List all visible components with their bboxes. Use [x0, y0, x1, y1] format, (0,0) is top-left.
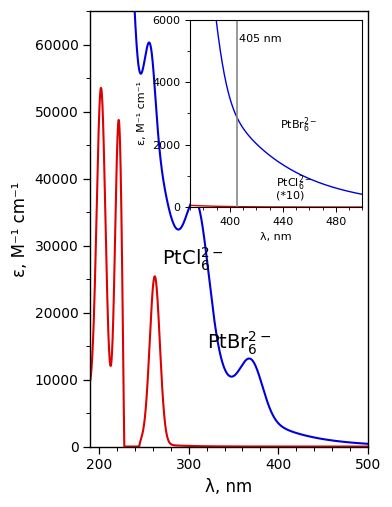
Y-axis label: ε, M⁻¹ cm⁻¹: ε, M⁻¹ cm⁻¹	[11, 181, 29, 276]
Text: PtCl$_6^{2-}$: PtCl$_6^{2-}$	[162, 246, 224, 273]
Text: PtBr$_6^{2-}$: PtBr$_6^{2-}$	[207, 330, 271, 357]
X-axis label: λ, nm: λ, nm	[205, 478, 253, 496]
